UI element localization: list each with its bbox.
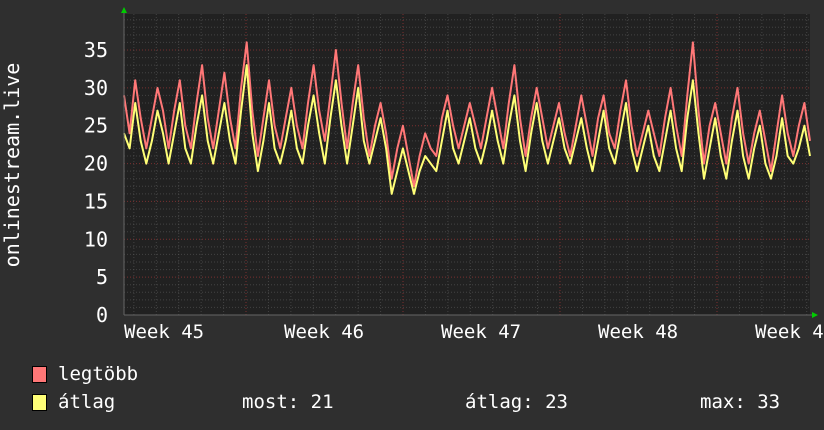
series-line-max bbox=[123, 41, 811, 188]
legend-swatch-avg bbox=[32, 394, 47, 411]
y-tick-label: 15 bbox=[84, 189, 108, 213]
series-line-avg bbox=[123, 64, 811, 195]
y-tick-label: 25 bbox=[84, 114, 108, 138]
y-axis-title: onlinestream.live bbox=[0, 62, 24, 268]
x-tick-label: Week 47 bbox=[441, 321, 521, 343]
legend-label-max: legtöbb bbox=[58, 363, 139, 385]
y-axis-arrow-icon bbox=[121, 7, 127, 13]
legend-swatch-max bbox=[32, 366, 47, 383]
x-tick-label: Week 45 bbox=[124, 321, 204, 343]
stat-max: max: 33 bbox=[700, 391, 781, 413]
y-tick-label: 10 bbox=[84, 227, 108, 251]
y-tick-label: 35 bbox=[84, 38, 108, 62]
x-tick-label: Week 46 bbox=[284, 321, 364, 343]
x-tick-label: Week 49 bbox=[755, 321, 824, 343]
x-axis-arrow-icon bbox=[812, 312, 818, 318]
y-tick-label: 5 bbox=[96, 265, 108, 289]
y-tick-label: 0 bbox=[96, 303, 108, 327]
y-tick-label: 30 bbox=[84, 76, 108, 100]
stat-now: most: 21 bbox=[242, 391, 334, 413]
y-tick-label: 20 bbox=[84, 152, 108, 176]
legend-label-avg: átlag bbox=[58, 391, 116, 413]
stat-average: átlag: 23 bbox=[465, 391, 568, 413]
x-tick-label: Week 48 bbox=[598, 321, 678, 343]
